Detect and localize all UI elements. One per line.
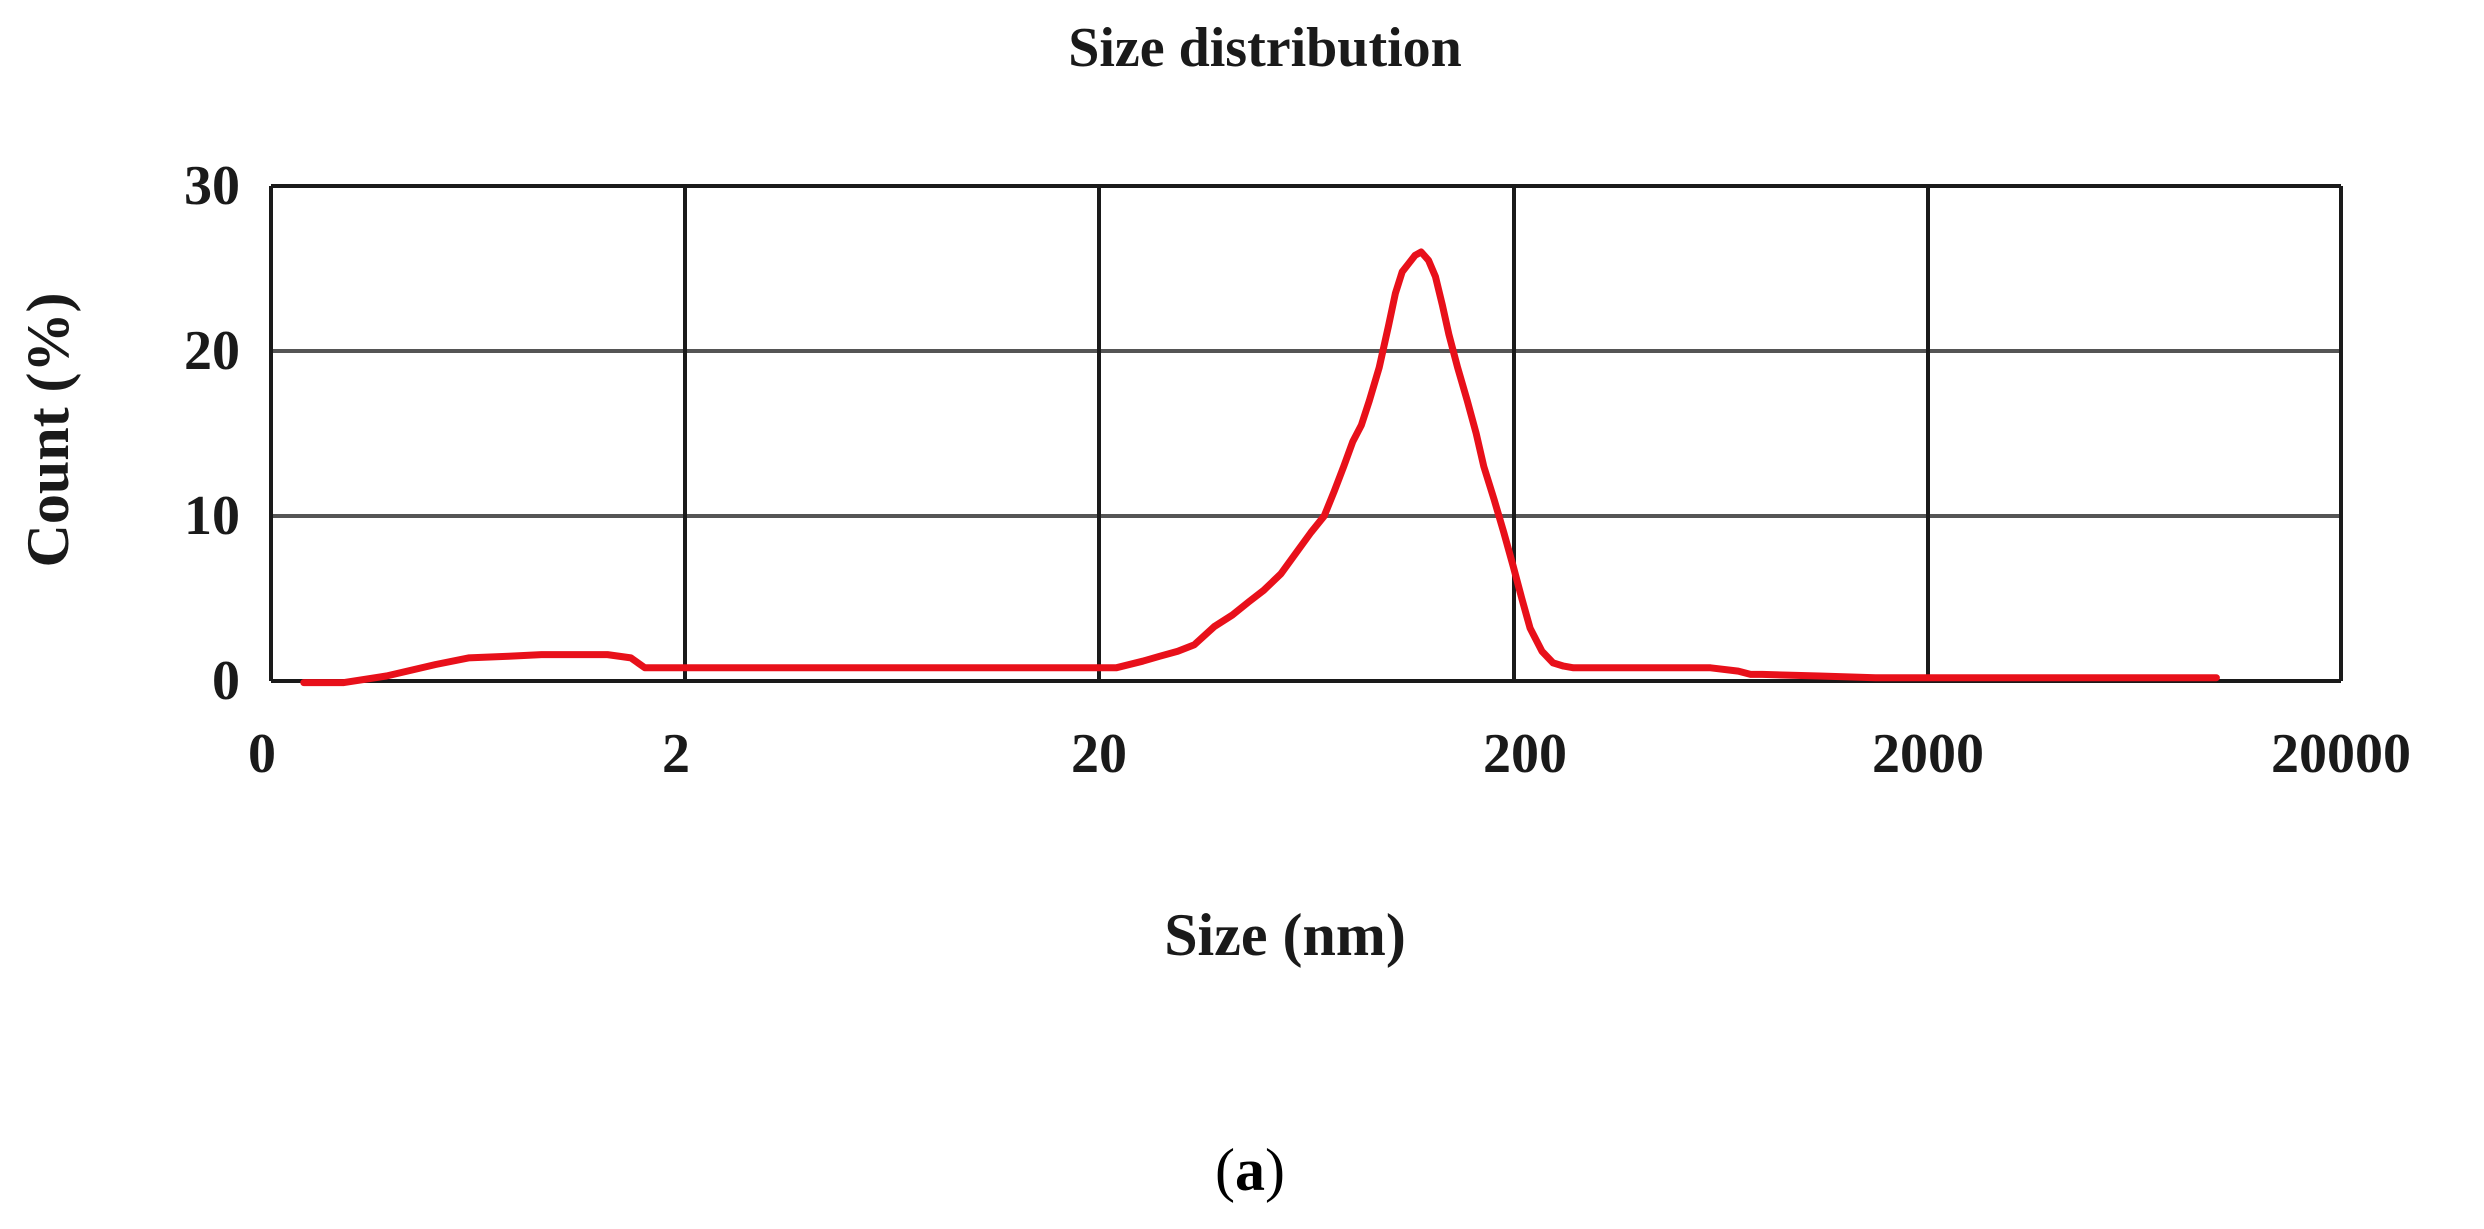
x-tick-label-20: 20 [1071,723,1127,785]
y-tick-label-30: 30 [184,155,240,217]
x-tick-label-2000: 2000 [1872,723,1984,785]
chart-grid [269,184,2343,683]
x-axis-label: Size (nm) [1164,902,1406,968]
y-tick-label-10: 10 [184,485,240,547]
chart-title: Size distribution [1068,17,1462,79]
panel-label-open: ( [1215,1137,1235,1203]
x-tick-label-200: 200 [1483,723,1567,785]
y-tick-label-0: 0 [212,650,240,712]
y-axis-label: Count (%) [15,292,81,567]
y-tick-label-20: 20 [184,320,240,382]
x-tick-label-2: 2 [662,723,690,785]
y-axis-ticks: 0 10 20 30 [184,155,240,712]
x-axis-ticks: 0 2 20 200 2000 20000 [248,723,2411,785]
series-layer [300,248,2220,687]
x-tick-label-0: 0 [248,723,276,785]
x-tick-label-20000: 20000 [2271,723,2411,785]
series-line-0 [300,248,2220,687]
panel-label-letter: a [1235,1137,1265,1203]
panel-label-close: ) [1265,1137,1285,1203]
panel-label: (a) [1215,1137,1285,1203]
